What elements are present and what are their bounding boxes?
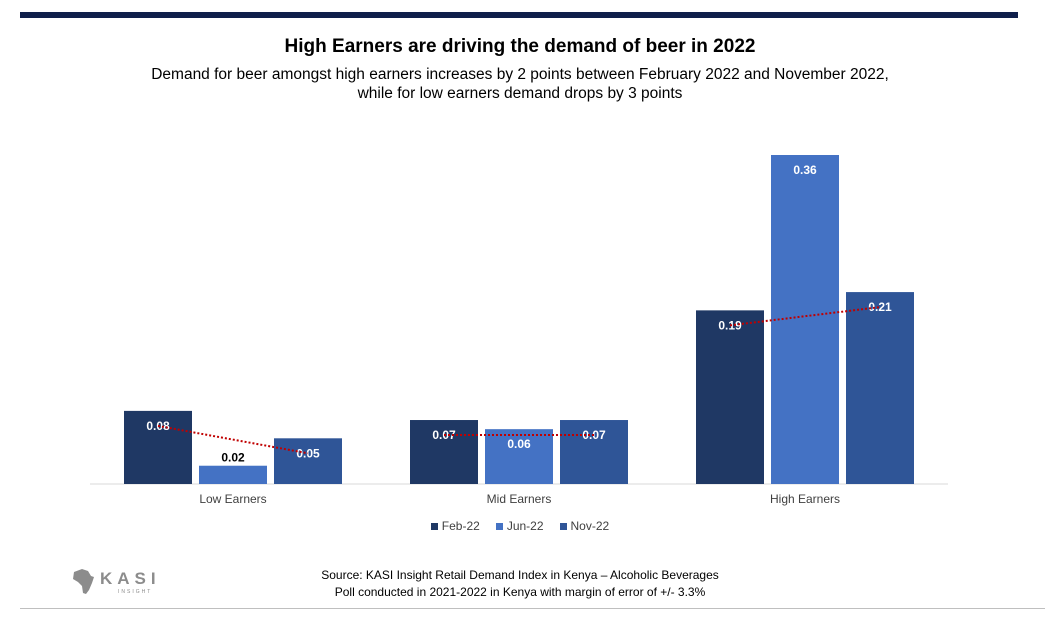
bar-low-earners-feb-22 <box>124 410 192 484</box>
subtitle-line-1: Demand for beer amongst high earners inc… <box>151 66 889 83</box>
legend-item-jun-22: Jun-22 <box>495 519 544 533</box>
data-label-mid-earners-jun-22: 0.06 <box>507 437 531 451</box>
legend-label-feb-22: Feb-22 <box>441 519 480 533</box>
category-label-low-earners: Low Earners <box>199 492 266 506</box>
bar-high-earners-nov-22 <box>846 292 914 484</box>
bar-mid-earners-jun-22 <box>485 429 553 484</box>
bar-mid-earners-feb-22 <box>410 420 478 484</box>
data-label-high-earners-nov-22: 0.21 <box>868 300 892 314</box>
bar-low-earners-jun-22 <box>199 465 267 484</box>
data-label-mid-earners-nov-22: 0.07 <box>582 428 606 442</box>
bar-mid-earners-nov-22 <box>560 420 628 484</box>
legend-swatch-feb-22 <box>430 522 438 530</box>
chart-title: High Earners are driving the demand of b… <box>284 36 756 57</box>
chart-subtitle: Demand for beer amongst high earners inc… <box>40 65 1000 103</box>
logo-text: KASI <box>100 569 161 588</box>
bottom-rule <box>20 608 1045 609</box>
bar-low-earners-nov-22 <box>274 438 342 484</box>
source-note: Source: KASI Insight Retail Demand Index… <box>260 567 780 601</box>
logo-tagline: INSIGHT <box>118 589 152 595</box>
category-label-mid-earners: Mid Earners <box>487 492 552 506</box>
source-line-2: Poll conducted in 2021-2022 in Kenya wit… <box>334 585 706 599</box>
bar-high-earners-feb-22 <box>696 310 764 484</box>
source-line-1: Source: KASI Insight Retail Demand Index… <box>321 568 719 582</box>
subtitle-line-2: while for low earners demand drops by 3 … <box>357 85 683 102</box>
legend-swatch-nov-22 <box>559 522 567 530</box>
legend-swatch-jun-22 <box>495 522 503 530</box>
legend-label-jun-22: Jun-22 <box>506 519 544 533</box>
legend-item-nov-22: Nov-22 <box>559 519 610 533</box>
top-rule <box>20 12 1018 18</box>
data-label-low-earners-jun-22: 0.02 <box>221 451 245 465</box>
legend-item-feb-22: Feb-22 <box>430 519 480 533</box>
data-label-low-earners-nov-22: 0.05 <box>296 446 320 460</box>
trendline-high-earners <box>729 306 881 327</box>
trendline-low-earners <box>157 424 309 455</box>
africa-map-icon <box>73 569 94 594</box>
kasi-logo: KASI INSIGHT <box>73 569 161 595</box>
chart-legend: Feb-22 Jun-22 Nov-22 <box>0 519 1040 533</box>
category-label-high-earners: High Earners <box>770 492 840 506</box>
bar-high-earners-jun-22 <box>771 155 839 484</box>
legend-label-nov-22: Nov-22 <box>570 519 610 533</box>
data-label-high-earners-jun-22: 0.36 <box>793 163 817 177</box>
